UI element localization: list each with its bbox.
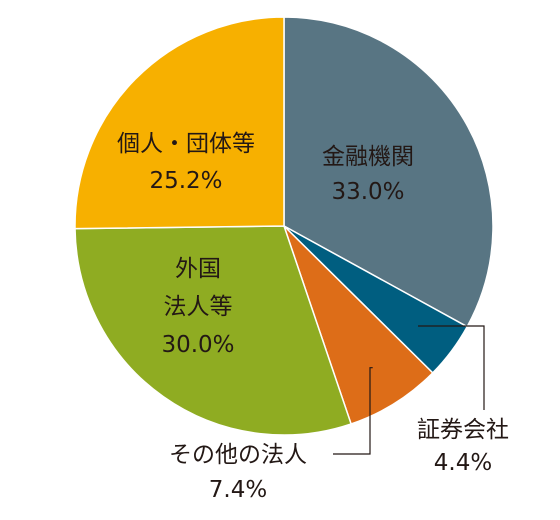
slice-label-securities-companies: 証券会社 [417,417,509,443]
pie-slices [74,16,494,436]
slice-label-foreign-line2: 法人等 [164,294,233,320]
slice-label-individuals: 個人・団体等 [117,131,255,157]
slice-value-other-corporations: 7.4% [209,477,267,503]
leader-line-other-corporations [333,367,373,455]
slice-label-financial-institutions: 金融機関 [322,144,414,170]
leader-lines [333,325,485,455]
pie-slice-financial-institutions [283,16,494,328]
slice-value-individuals: 25.2% [149,168,222,194]
pie-slice-foreign [74,225,353,436]
slice-value-securities-companies: 4.4% [434,450,492,476]
pie-slice-individuals [74,16,285,230]
slice-label-other-corporations: その他の法人 [169,442,307,468]
slice-value-foreign: 30.0% [161,332,234,358]
leader-line-securities [418,325,485,410]
pie-slice-other-corporations [283,225,434,425]
slice-label-foreign-line1: 外国 [175,256,221,282]
slice-value-financial-institutions: 33.0% [331,179,404,205]
